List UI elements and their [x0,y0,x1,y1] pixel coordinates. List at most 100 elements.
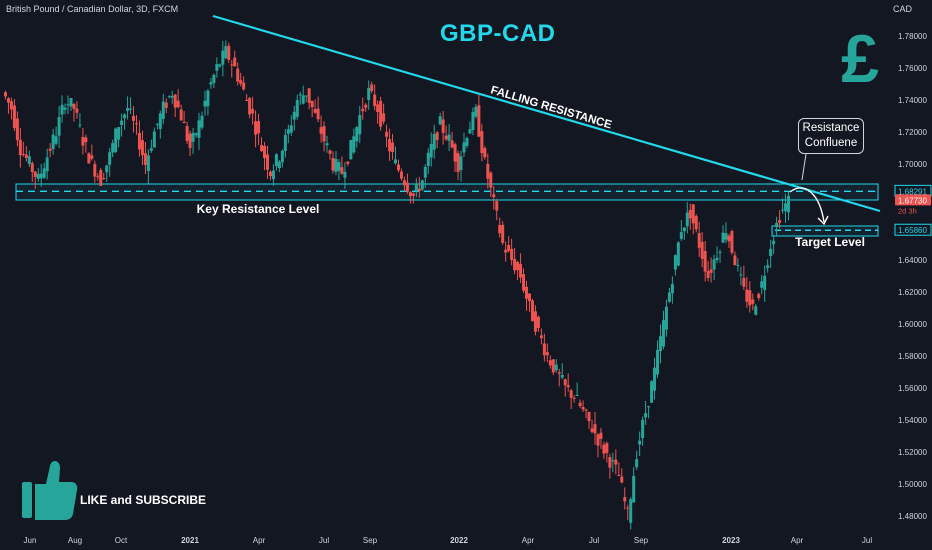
candle-body [265,154,269,170]
candle-body [373,94,377,106]
candle-body [781,209,785,211]
candle-body [489,172,493,188]
target-price-tag: 1.65860 [898,226,927,235]
candle-body [617,474,621,476]
candle-body [590,428,594,432]
candle-body [477,105,481,137]
candle-body [522,274,526,291]
candle-body [727,235,731,242]
x-tick-label: 2023 [722,536,740,545]
candle-body [248,98,252,115]
candle-body [42,168,46,178]
candle-body [230,64,234,66]
candle-body [673,255,677,270]
candle-body [486,163,490,179]
candle-body [167,96,171,98]
candle-body [736,264,740,266]
candle-body [161,101,165,120]
candle-body [754,306,758,315]
y-tick-label: 1.74000 [898,96,927,105]
candle-body [75,108,79,113]
candle-body [638,440,642,445]
candle-body [525,286,529,299]
falling-resistance-line [212,14,881,213]
x-tick-label: Sep [363,536,378,545]
candle-body [447,134,451,141]
candle-body [748,290,752,306]
candle-body [757,293,761,298]
candle-body [694,216,698,230]
callout-line-1: Resistance [802,122,860,134]
candle-body [703,250,707,272]
y-tick-label: 1.54000 [898,416,927,425]
candle-body [462,142,466,153]
candle-body [206,90,210,107]
thumbs-up-icon[interactable] [22,460,78,520]
candle-body [745,289,749,302]
candle-body [126,108,130,111]
candle-body [483,148,487,158]
candle-body [218,64,222,67]
candle-body [3,92,7,97]
y-tick-label: 1.78000 [898,32,927,41]
candle-body [688,209,692,219]
candle-body [787,195,791,213]
candle-body [420,180,424,190]
candle-body [548,360,552,366]
candle-body [376,104,380,113]
candle-body [775,222,779,227]
x-tick-label: Jun [24,536,37,545]
candle-body [539,335,543,339]
candle-body [57,117,61,136]
candle-body [581,407,585,410]
candle-body [593,424,597,434]
candle-body [602,444,606,454]
candle-body [48,148,52,151]
candle-body [251,109,255,114]
candle-body [772,240,776,245]
candle-body [340,167,344,174]
candle-body [444,135,448,140]
candle-body [346,161,350,164]
candle-body [682,227,686,232]
candle-body [700,241,704,259]
candle-body [474,106,478,117]
candle-body [313,109,317,113]
candle-body [87,153,91,164]
candle-body [438,116,442,125]
candle-body [355,127,359,142]
candle-body [200,115,204,128]
resistance-confluence-callout: Resistance Confluene [798,118,864,154]
candle-body [263,145,267,159]
candle-body [84,137,88,143]
target-price-tag-bg [895,224,931,236]
candle-body [504,249,508,253]
candle-body [414,183,418,191]
candle-body [706,271,710,278]
candle-body [319,127,323,134]
candle-body [614,459,618,465]
candle-body [379,100,383,127]
candle-body [191,132,195,142]
target-price-tag-border [894,223,932,236]
candle-body [179,109,183,121]
candle-body [620,476,624,483]
candle-body [221,50,225,65]
candle-body [670,283,674,294]
candle-body [435,132,439,140]
candle-body [129,108,133,110]
candle-body [667,292,671,302]
candle-body [382,113,386,122]
candle-body [194,133,198,136]
candle-body [605,443,609,453]
candle-body [399,171,403,179]
candle-body [114,128,118,153]
candle-body [545,352,549,356]
candle-body [450,140,454,148]
like-subscribe-text: LIKE and SUBSCRIBE [80,493,207,507]
candle-body [650,381,654,403]
candle-body [149,148,153,151]
candle-body [626,507,630,509]
